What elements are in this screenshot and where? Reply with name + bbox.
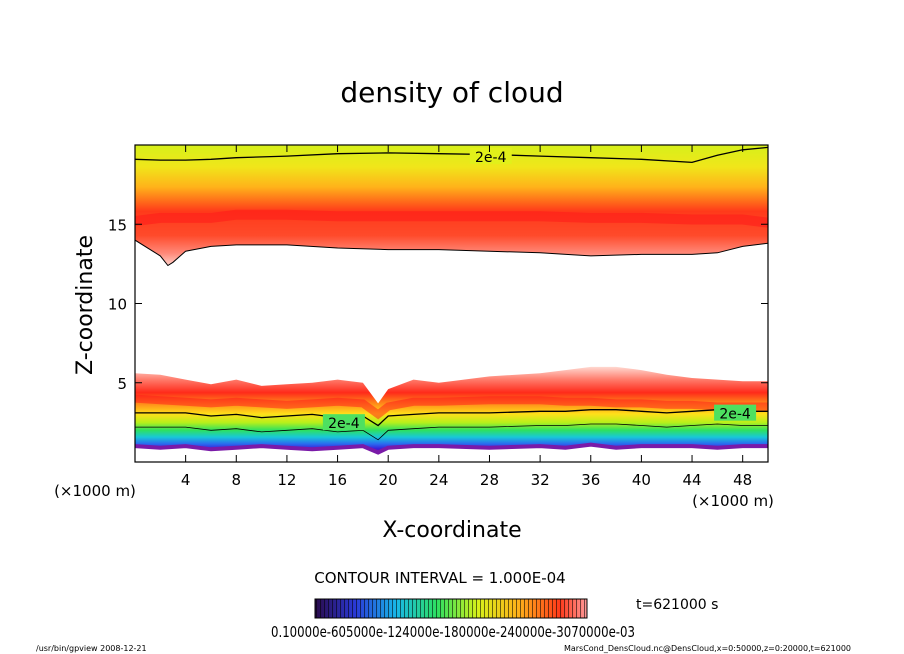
x-tick-label: 44 xyxy=(682,471,701,489)
upper-cloud-band xyxy=(135,145,768,266)
contour-labels: 2e-4 2e-4 2e-4 xyxy=(322,147,757,432)
contour-interval-label: CONTOUR INTERVAL = 1.000E-04 xyxy=(314,569,565,587)
y-unit-label: (×1000 m) xyxy=(54,482,136,500)
contour-label-bg xyxy=(469,147,512,164)
time-label: t=621000 s xyxy=(636,597,718,613)
x-tick-label: 40 xyxy=(632,471,651,489)
x-tick-label: 48 xyxy=(733,471,752,489)
chart-title: density of cloud xyxy=(340,76,563,109)
y-tick-label: 10 xyxy=(108,296,127,314)
x-tick-label: 16 xyxy=(328,471,347,489)
x-tick-label: 20 xyxy=(379,471,398,489)
x-tick-label: 8 xyxy=(232,471,242,489)
colorbar xyxy=(314,598,588,619)
footer-right: MarsCond_DensCloud.nc@DensCloud,x=0:5000… xyxy=(564,644,851,653)
y-tick-label: 5 xyxy=(117,375,127,393)
lower-cloud-band xyxy=(135,366,768,453)
footer-left: /usr/bin/gpview 2008-12-21 xyxy=(36,644,147,653)
x-axis-label: X-coordinate xyxy=(382,518,521,543)
contour-label-bg xyxy=(714,404,757,421)
x-tick-label: 36 xyxy=(581,471,600,489)
lower-density-core xyxy=(135,394,768,420)
lower-band-fringe xyxy=(135,442,768,455)
lower-inner-contour xyxy=(135,423,768,441)
x-axis-ticks: 4 8 12 16 20 24 28 32 36 40 44 48 xyxy=(181,145,752,489)
lower-contour-2e-4 xyxy=(135,409,768,427)
x-tick-label: 24 xyxy=(429,471,448,489)
x-tick-label: 32 xyxy=(531,471,550,489)
y-axis-ticks: 5 10 15 xyxy=(108,216,768,393)
filled-contour-bands xyxy=(135,145,768,455)
contour-label-bg xyxy=(322,414,365,431)
x-tick-label: 12 xyxy=(277,471,296,489)
contour-label: 2e-4 xyxy=(328,416,360,432)
upper-density-core xyxy=(135,209,768,228)
upper-contour-2e-4 xyxy=(135,146,768,164)
y-axis-label: Z-coordinate xyxy=(73,235,98,375)
colorbar-tick-labels: 0.10000e-605000e-124000e-180000e-240000e… xyxy=(271,623,635,641)
contour-lines xyxy=(135,146,768,441)
contour-label: 2e-4 xyxy=(719,407,751,423)
x-tick-label: 4 xyxy=(181,471,191,489)
y-tick-label: 15 xyxy=(108,216,127,234)
contour-label: 2e-4 xyxy=(475,150,507,166)
x-tick-label: 28 xyxy=(480,471,499,489)
upper-band-edge xyxy=(135,239,768,267)
x-unit-label: (×1000 m) xyxy=(692,492,774,510)
